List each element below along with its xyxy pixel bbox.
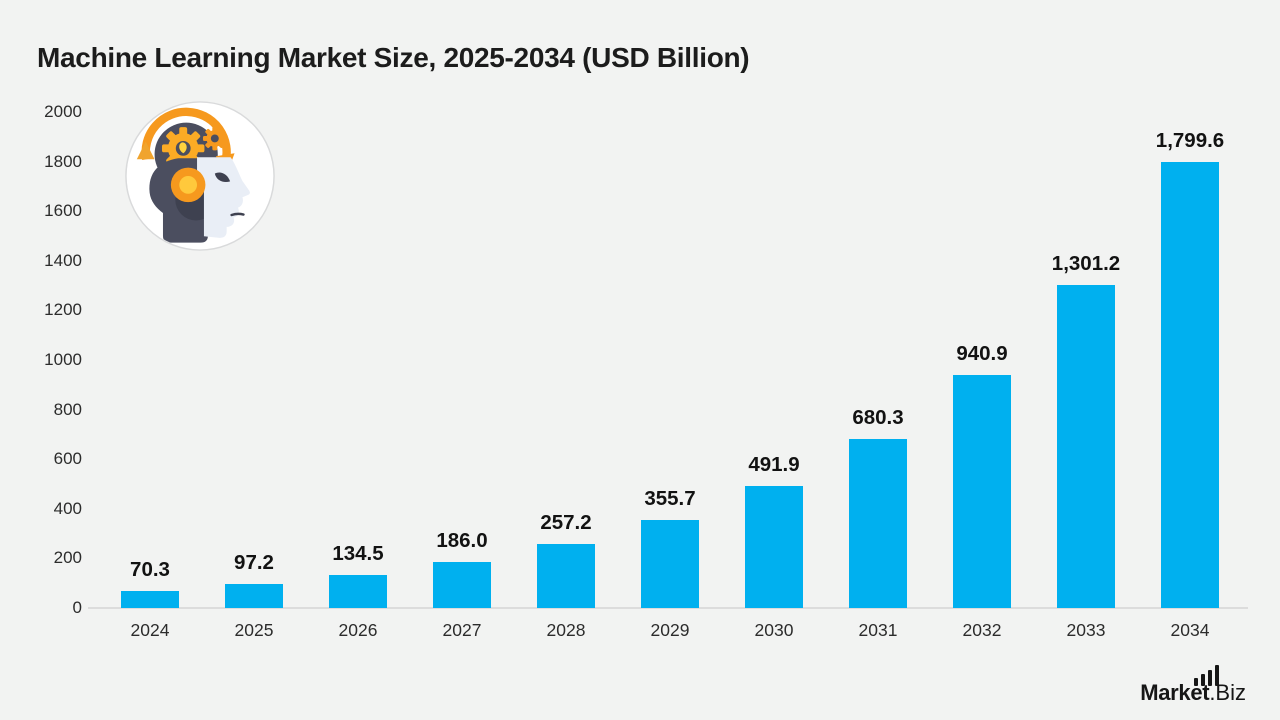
x-axis-line — [88, 607, 1248, 609]
bar — [225, 583, 283, 608]
y-axis: 0 200 400 600 800 1000 1200 1400 1600 1800 2000 — [22, 102, 82, 617]
x-tick-label: 2030 — [754, 620, 794, 640]
y-tick-label: 2000 — [44, 102, 82, 121]
bar — [329, 574, 387, 608]
machine-learning-head-icon — [125, 101, 275, 251]
bar — [537, 544, 595, 608]
x-tick-label: 2028 — [546, 620, 586, 640]
bar-column: 97.2 2025 — [202, 112, 306, 640]
bar — [1057, 285, 1115, 608]
bar-column: 940.9 2032 — [930, 112, 1034, 640]
bar-value-label: 186.0 — [436, 528, 488, 552]
y-tick-label: 1400 — [44, 250, 82, 270]
plot-area: 70.3 2024 97.2 2025 134.5 2026 186.0 2027 257.2 2… — [88, 112, 1248, 640]
bar-column: 355.7 2029 — [618, 112, 722, 640]
logo-bars-icon — [1194, 665, 1220, 686]
page-title: Machine Learning Market Size, 2025-2034 … — [37, 42, 750, 73]
bar-value-label: 70.3 — [130, 557, 170, 581]
x-tick-label: 2029 — [650, 620, 690, 640]
x-tick-label: 2025 — [234, 620, 274, 640]
y-tick-label: 1000 — [44, 350, 82, 369]
bar-column: 680.3 2031 — [826, 112, 930, 640]
x-tick-label: 2034 — [1170, 620, 1210, 640]
bar-column: 70.3 2024 — [98, 112, 202, 640]
bar — [1161, 161, 1219, 608]
x-tick-label: 2027 — [442, 620, 482, 640]
bar — [953, 374, 1011, 608]
x-tick-label: 2031 — [858, 620, 898, 640]
x-tick-label: 2024 — [130, 620, 170, 640]
x-tick-label: 2033 — [1066, 620, 1106, 640]
bar-value-label: 680.3 — [852, 406, 904, 430]
y-tick-label: 600 — [53, 449, 82, 469]
bar — [745, 486, 803, 608]
bar — [121, 590, 179, 608]
marketbiz-logo: Market.Biz — [1140, 665, 1246, 706]
bar-column: 1,301.2 2033 — [1034, 112, 1138, 640]
bar-value-label: 97.2 — [234, 550, 274, 574]
bar — [641, 519, 699, 608]
bar-column: 134.5 2026 — [306, 112, 410, 640]
x-tick-label: 2026 — [338, 620, 378, 640]
bar-value-label: 355.7 — [644, 486, 696, 510]
y-tick-label: 200 — [53, 548, 82, 568]
bar-value-label: 491.9 — [748, 453, 800, 477]
bar-column: 1,799.6 2034 — [1138, 112, 1242, 640]
bar-value-label: 257.2 — [540, 511, 592, 535]
machine-learning-icon — [121, 97, 279, 255]
y-tick-label: 0 — [72, 598, 82, 617]
bar-column: 491.9 2030 — [722, 112, 826, 640]
bar — [433, 561, 491, 608]
bar-value-label: 134.5 — [332, 541, 384, 565]
y-tick-label: 800 — [53, 399, 82, 419]
y-tick-label: 1600 — [44, 201, 82, 221]
bar-value-label: 1,799.6 — [1155, 128, 1225, 152]
bar-value-label: 1,301.2 — [1051, 252, 1121, 276]
bar-value-label: 940.9 — [956, 341, 1008, 365]
y-tick-label: 400 — [53, 498, 82, 518]
y-tick-label: 1800 — [44, 151, 82, 171]
bar — [849, 439, 907, 608]
x-tick-label: 2032 — [962, 620, 1002, 640]
bar-column: 186.0 2027 — [410, 112, 514, 640]
bar-column: 257.2 2028 — [514, 112, 618, 640]
y-tick-label: 1200 — [44, 300, 82, 320]
